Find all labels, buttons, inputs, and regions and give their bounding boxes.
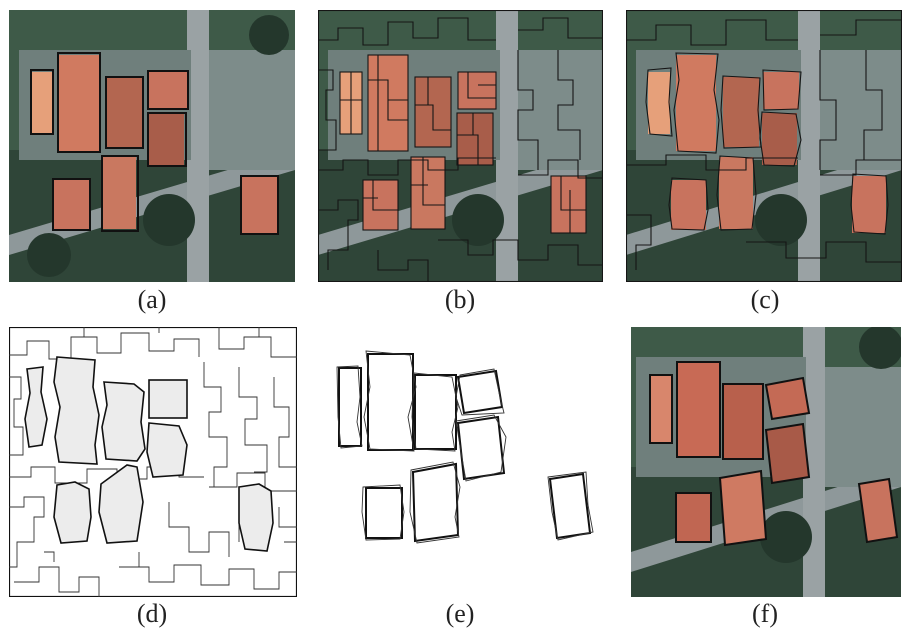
panel-d-image bbox=[9, 327, 297, 597]
panel-d-segment-map bbox=[9, 327, 297, 597]
caption-d: (d) bbox=[136, 599, 168, 628]
panel-b-oversegmentation bbox=[318, 10, 603, 282]
caption-f: (f) bbox=[752, 599, 778, 628]
panel-f-final-detection bbox=[631, 327, 901, 597]
panel-a-aerial-boxes bbox=[9, 10, 295, 282]
caption-c: (c) bbox=[750, 285, 780, 314]
caption-a: (a) bbox=[137, 285, 167, 314]
panel-b-image bbox=[318, 10, 603, 282]
caption-b: (b) bbox=[444, 285, 476, 314]
panel-a-image bbox=[9, 10, 295, 282]
panel-f-image bbox=[631, 327, 901, 597]
caption-e: (e) bbox=[445, 599, 475, 628]
panel-c-image bbox=[626, 10, 902, 282]
panel-e-fitted-rectangles bbox=[318, 327, 603, 597]
panel-c-merged-segments bbox=[626, 10, 902, 282]
panel-e-image bbox=[318, 327, 603, 597]
